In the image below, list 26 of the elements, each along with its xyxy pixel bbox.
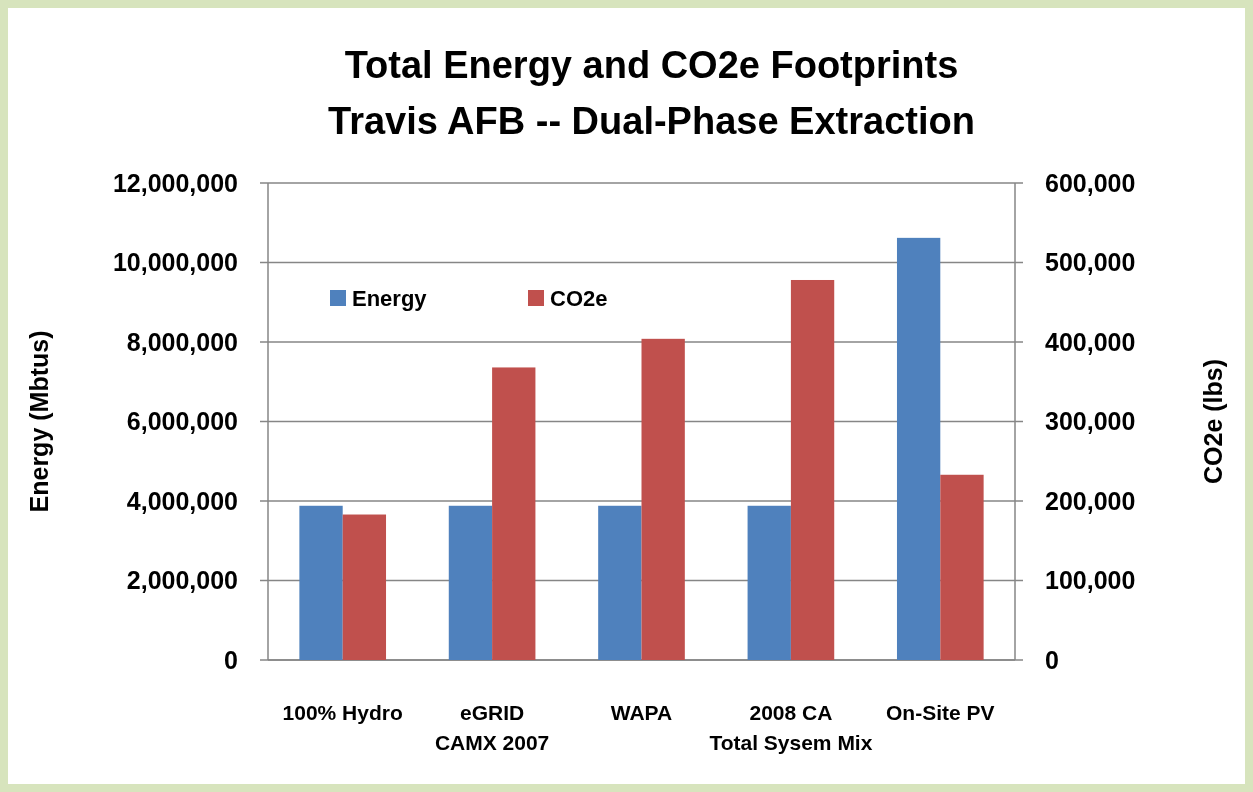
legend-label: CO2e [550,285,608,311]
x-tick-label: 2008 CA Total Sysem Mix [709,701,873,754]
x-tick-label: 100% Hydro [282,701,403,724]
y-tick-label: 2,000,000 [126,566,238,595]
y2-tick-label: 500,000 [1045,248,1136,277]
legend-label: Energy [352,285,428,311]
bar [641,338,685,660]
y2-tick-label: 100,000 [1045,566,1136,595]
y-tick-label: 6,000,000 [126,407,238,436]
y2-tick-label: 400,000 [1045,327,1136,356]
y-axis-title: Energy (Mbtus) [25,330,53,513]
y2-tick-label: 200,000 [1045,486,1136,515]
y-tick-label: 8,000,000 [126,327,238,356]
y-tick-label: 0 [224,645,238,674]
y2-tick-label: 300,000 [1045,407,1136,436]
y2-tick-label: 0 [1045,645,1059,674]
x-tick-label: On-Site PV [886,701,995,724]
y2-axis-title: CO2e (lbs) [1199,358,1227,485]
x-tick-label: WAPA [610,701,673,724]
y-tick-label: 4,000,000 [126,486,238,515]
y-tick-label: 12,000,000 [112,168,238,197]
y2-tick-label: 600,000 [1045,168,1136,197]
y-tick-label: 10,000,000 [112,248,238,277]
bar [790,279,835,660]
chart-title: Total Energy and CO2e Footprints Travis AFB -- Dual-Phase Extraction [328,44,975,142]
x-tick-label: eGRID CAMX 2007 [434,701,550,754]
